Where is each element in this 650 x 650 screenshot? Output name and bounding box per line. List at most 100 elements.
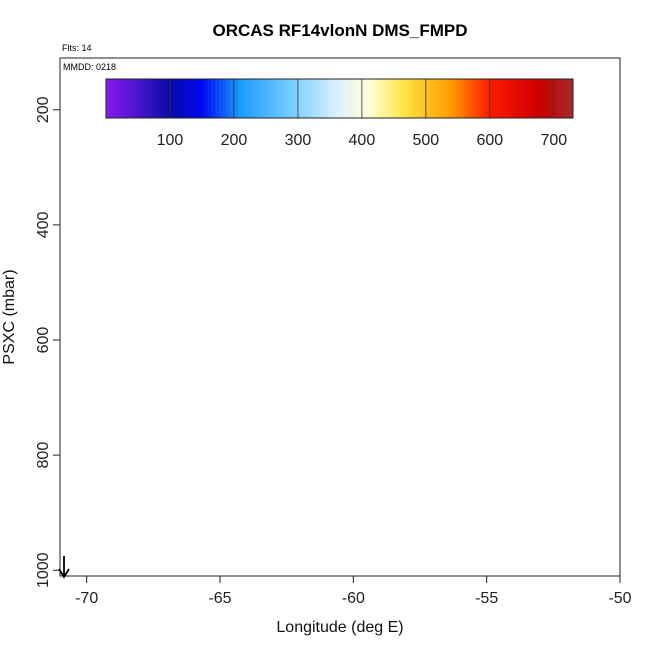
colorbar-segment (467, 79, 473, 118)
flight-marker (591, 541, 601, 551)
flight-marker (589, 436, 598, 445)
colorbar-tick-label: 300 (285, 132, 312, 149)
colorbar-segment (187, 79, 193, 118)
colorbar-segment (452, 79, 457, 118)
flight-marker (586, 346, 595, 355)
colorbar-segment (374, 79, 379, 118)
colorbar-segment (425, 79, 430, 118)
flight-marker (469, 393, 478, 402)
colorbar-segment (413, 79, 418, 118)
colorbar-segment (226, 79, 232, 118)
mmdd-label: MMDD: 0218 (63, 62, 116, 72)
colorbar-segment (355, 79, 360, 118)
colorbar-segment (308, 79, 313, 118)
colorbar-segment (429, 79, 434, 118)
colorbar-segment (117, 79, 123, 118)
plot-frame (59, 57, 621, 577)
colorbar-segment (144, 79, 150, 118)
flight-marker (455, 489, 465, 498)
colorbar-segment (242, 79, 247, 118)
colorbar-segment (491, 79, 496, 118)
colorbar-segment (288, 79, 294, 118)
colorbar-segment (292, 79, 298, 118)
x-axis-label: Longitude (deg E) (276, 619, 403, 636)
colorbar-segment (343, 79, 348, 118)
colorbar-segment (285, 79, 290, 118)
colorbar-segment (172, 79, 177, 118)
colorbar-segment (168, 79, 173, 118)
colorbar-segment (277, 79, 282, 118)
colorbar-segment (421, 79, 426, 118)
colorbar-segment (199, 79, 204, 118)
colorbar-segment (160, 79, 165, 118)
colorbar-segment (499, 79, 504, 118)
colorbar: 100 200 300 400 500 600 700 (105, 78, 574, 149)
y-tick-label: 600 (35, 327, 52, 354)
flight-marker (591, 564, 601, 573)
colorbar-segment (300, 79, 305, 118)
colorbar-segment (137, 79, 142, 118)
colorbar-segment (557, 79, 562, 118)
colorbar-tick-label: 200 (221, 132, 248, 149)
colorbar-segment (506, 79, 512, 118)
colorbar-tick-label: 400 (349, 132, 376, 149)
colorbar-segment (109, 79, 115, 118)
colorbar-segment (249, 79, 255, 118)
colorbar-segment (436, 79, 442, 118)
colorbar-segment (253, 79, 259, 118)
flight-markers (191, 94, 601, 575)
colorbar-segment (141, 79, 146, 118)
colorbar-tick-label: 100 (157, 132, 184, 149)
colorbar-segment (296, 79, 302, 118)
x-tick-label: -65 (208, 590, 231, 607)
flight-marker (535, 205, 545, 214)
colorbar-segment (335, 79, 340, 118)
y-axis-label: PSXC (mbar) (1, 269, 18, 364)
colorbar-segment (393, 79, 399, 118)
colorbar-segment (129, 79, 134, 118)
colorbar-segment (230, 79, 235, 118)
colorbar-segment (537, 79, 543, 118)
colorbar-segment (522, 79, 527, 118)
colorbar-segment (370, 79, 376, 118)
colorbar-segment (534, 79, 539, 118)
flight-marker (431, 563, 441, 572)
colorbar-segment (432, 79, 438, 118)
colorbar-segment (281, 79, 286, 118)
colorbar-segment (510, 79, 516, 118)
colorbar-segment (366, 79, 372, 118)
colorbar-segment (133, 79, 138, 118)
colorbar-segment (514, 79, 520, 118)
colorbar-segment (125, 79, 130, 118)
colorbar-frame (105, 78, 574, 119)
colorbar-segment (207, 79, 212, 118)
flights-label: Flts: 14 (62, 43, 92, 53)
flight-marker (573, 391, 582, 400)
colorbar-segment (390, 79, 395, 118)
colorbar-segment (265, 79, 270, 118)
colorbar-segment (417, 79, 422, 118)
direction-arrow (58, 556, 70, 579)
colorbar-segment (553, 79, 558, 118)
colorbar-segment (331, 79, 337, 118)
colorbar-segment (362, 79, 368, 118)
colorbar-segment (339, 79, 344, 118)
x-tick-label: -55 (475, 590, 498, 607)
colorbar-segment (409, 79, 414, 118)
colorbar-segment (448, 79, 453, 118)
flight-marker (487, 308, 497, 318)
colorbar-segment (502, 79, 508, 118)
colorbar-segment (261, 79, 267, 118)
colorbar-segment (479, 79, 484, 118)
colorbar-segment (203, 79, 208, 118)
y-axis: 200 400 600 800 1000 (35, 96, 60, 588)
colorbar-segment (530, 79, 535, 118)
arrow-head (58, 568, 70, 579)
colorbar-segment (238, 79, 243, 118)
colorbar-segment (156, 79, 161, 118)
colorbar-segment (401, 79, 407, 118)
colorbar-segment (561, 79, 566, 118)
colorbar-segment (211, 79, 216, 118)
colorbar-segment (456, 79, 461, 118)
